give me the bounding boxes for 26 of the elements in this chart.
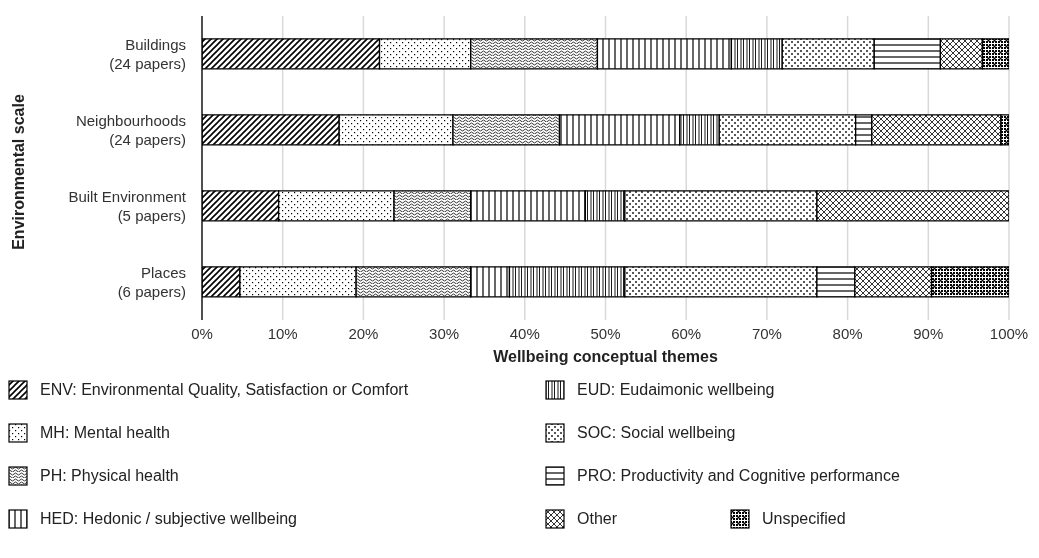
legend-label: MH: Mental health (40, 424, 170, 442)
x-axis-title: Wellbeing conceptual themes (492, 348, 719, 366)
y-tick-label: Built Environment (5 papers) (68, 187, 187, 224)
x-tick-label: 50% (590, 324, 621, 342)
legend-label: PRO: Productivity and Cognitive performance (577, 467, 900, 485)
legend-label: SOC: Social wellbeing (577, 424, 736, 442)
y-axis-title: Environmental scale (10, 94, 28, 250)
y-tick-label: Neighbourhoods (24 papers) (75, 111, 186, 148)
x-tick-label: 0% (191, 324, 213, 342)
legend-label: EUD: Eudaimonic wellbeing (577, 381, 775, 399)
x-tick-label: 70% (751, 324, 782, 342)
x-tick-label: 10% (267, 324, 298, 342)
x-tick-label: 30% (429, 324, 460, 342)
x-tick-label: 20% (348, 324, 379, 342)
legend-label: ENV: Environmental Quality, Satisfaction or Comfort (40, 381, 409, 399)
x-tick-label: 100% (989, 324, 1029, 342)
x-tick-label: 90% (913, 324, 944, 342)
legend-label: Other (577, 510, 618, 528)
x-tick-label: 60% (671, 324, 702, 342)
y-tick-label: Buildings (24 papers) (109, 35, 186, 72)
legend-label: Unspecified (762, 510, 846, 528)
x-tick-label: 80% (832, 324, 863, 342)
legend-label: PH: Physical health (40, 467, 179, 485)
y-tick-label: Places (6 papers) (117, 263, 186, 300)
legend-label: HED: Hedonic / subjective wellbeing (40, 510, 298, 528)
x-tick-label: 40% (509, 324, 540, 342)
